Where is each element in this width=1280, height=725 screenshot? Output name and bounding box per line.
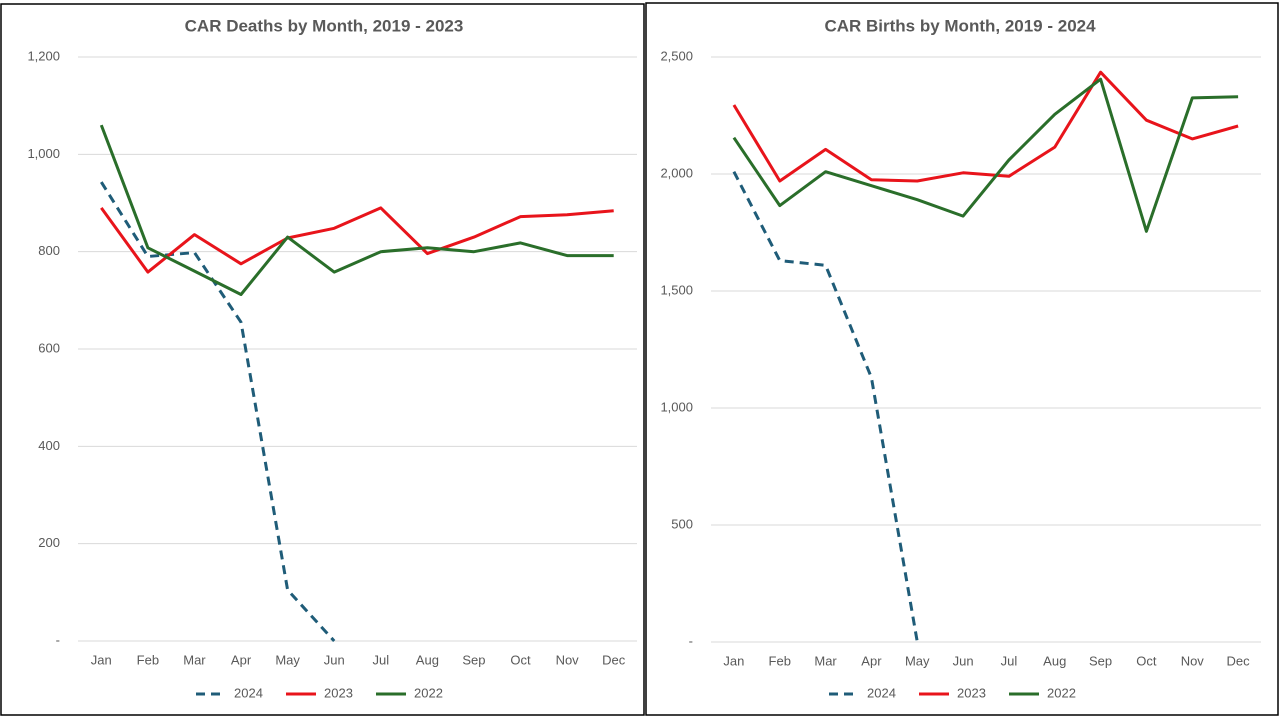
x-tick-label: Jul <box>1001 653 1018 668</box>
x-tick-label: Aug <box>1043 653 1066 668</box>
y-tick-label: 500 <box>671 516 693 531</box>
x-tick-label: Sep <box>462 652 485 667</box>
y-tick-label: 1,200 <box>27 48 60 63</box>
chart-title: CAR Births by Month, 2019 - 2024 <box>824 16 1096 35</box>
x-tick-label: Nov <box>556 652 580 667</box>
legend-label: 2023 <box>324 685 353 700</box>
y-tick-label: 800 <box>38 243 60 258</box>
x-tick-label: May <box>275 652 300 667</box>
y-tick-label: 1,000 <box>660 399 693 414</box>
x-tick-label: May <box>905 653 930 668</box>
x-tick-label: Apr <box>861 653 882 668</box>
legend-label: 2023 <box>957 685 986 700</box>
y-tick-label: 2,500 <box>660 48 693 63</box>
chart-title: CAR Deaths by Month, 2019 - 2023 <box>185 16 464 35</box>
x-tick-label: Dec <box>602 652 626 667</box>
series-line <box>100 206 614 274</box>
x-tick-label: Jun <box>324 652 345 667</box>
y-tick-label: 600 <box>38 340 60 355</box>
legend-label: 2024 <box>234 685 263 700</box>
panel-border <box>0 3 645 716</box>
x-tick-label: Mar <box>814 653 837 668</box>
series-line <box>99 124 614 296</box>
x-tick-label: Feb <box>769 653 791 668</box>
panel-border <box>645 2 1279 716</box>
y-tick-label: - <box>689 633 693 648</box>
legend-label: 2022 <box>414 685 443 700</box>
y-tick-label: 1,500 <box>660 282 693 297</box>
x-tick-label: Jul <box>372 652 389 667</box>
legend-label: 2024 <box>867 685 896 700</box>
series-line <box>732 70 1239 183</box>
x-tick-label: Aug <box>416 652 439 667</box>
series-line <box>732 171 919 643</box>
y-tick-label: 400 <box>38 438 60 453</box>
x-tick-label: Feb <box>137 652 159 667</box>
x-tick-label: Jan <box>723 653 744 668</box>
legend-label: 2022 <box>1047 685 1076 700</box>
series-line <box>732 77 1239 233</box>
x-tick-label: Nov <box>1181 653 1205 668</box>
y-tick-label: - <box>56 632 60 647</box>
x-tick-label: Jan <box>91 652 112 667</box>
x-tick-label: Jun <box>953 653 974 668</box>
y-tick-label: 1,000 <box>27 146 60 161</box>
y-tick-label: 2,000 <box>660 165 693 180</box>
series-line <box>100 181 336 643</box>
x-tick-label: Sep <box>1089 653 1112 668</box>
x-tick-label: Dec <box>1227 653 1251 668</box>
x-tick-label: Oct <box>1136 653 1157 668</box>
y-tick-label: 200 <box>38 535 60 550</box>
x-tick-label: Mar <box>183 652 206 667</box>
x-tick-label: Oct <box>510 652 531 667</box>
x-tick-label: Apr <box>231 652 252 667</box>
